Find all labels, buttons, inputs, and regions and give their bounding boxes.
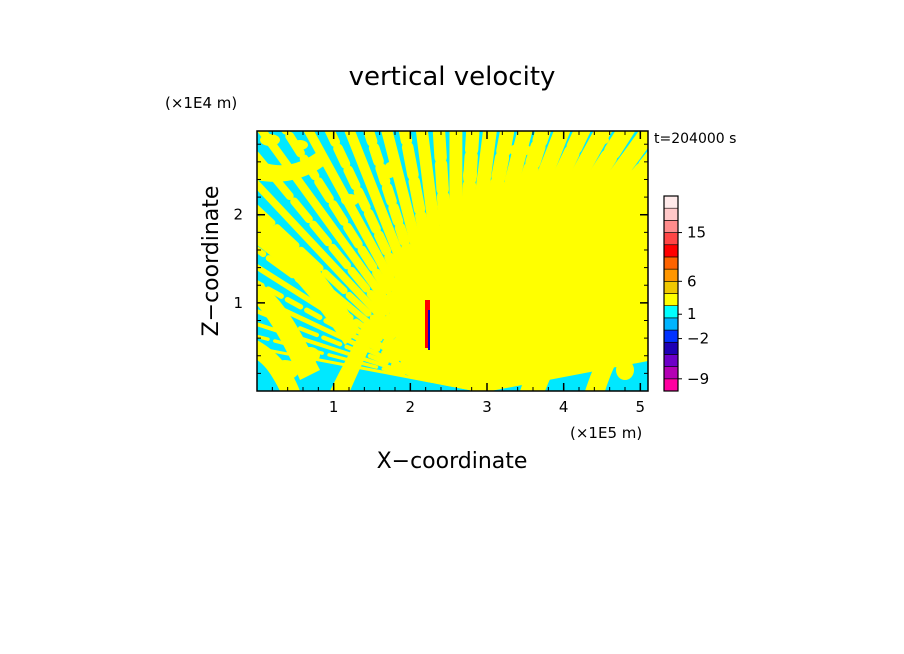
field-band [585, 285, 648, 391]
x-tick-label: 5 [636, 398, 646, 416]
chart-title: vertical velocity [349, 62, 556, 92]
strong-updraft-core [425, 300, 430, 348]
field-band [324, 131, 453, 386]
x-tick-label: 1 [329, 398, 339, 416]
field-band [257, 215, 360, 345]
y-unit-label: (×1E4 m) [165, 94, 237, 112]
y-tick-label: 2 [233, 206, 243, 224]
field-band [281, 131, 450, 386]
field-blob [384, 162, 396, 178]
x-tick-label: 4 [559, 398, 569, 416]
field-band [257, 150, 325, 182]
x-unit-label: (×1E5 m) [570, 424, 642, 442]
field-band [257, 245, 441, 385]
field-blob [260, 223, 276, 247]
field-blob [292, 140, 308, 150]
colorbar-tick-label: −9 [687, 370, 709, 388]
field-band [257, 294, 437, 384]
field-band [257, 150, 447, 385]
field-band [257, 334, 433, 383]
field-blob [552, 348, 568, 372]
x-tick-label: 3 [482, 398, 492, 416]
field-band [344, 131, 454, 387]
time-label: t=204000 s [654, 131, 736, 147]
x-tick-label: 2 [406, 398, 416, 416]
colorbar-segment [663, 281, 679, 294]
field-band [257, 279, 439, 384]
colorbar-tick-label: −2 [687, 330, 709, 348]
colorbar: 15 6 1 −2 −9 [663, 195, 709, 392]
field-band [570, 160, 648, 202]
field-band [330, 320, 378, 391]
colorbar-segment [663, 207, 679, 221]
field-band [257, 179, 446, 385]
field-band [257, 131, 449, 386]
field-band [520, 250, 630, 391]
y-tick-label: 1 [233, 294, 243, 312]
colorbar-segment [663, 341, 679, 355]
field-blob [508, 144, 532, 156]
field-blob [300, 347, 320, 363]
colorbar-segment [663, 268, 679, 282]
colorbar-tick-label: 1 [687, 305, 697, 323]
field-band [257, 346, 431, 383]
field-blob [593, 316, 607, 344]
colorbar-segment [663, 293, 679, 306]
colorbar-tick-label: 15 [687, 224, 706, 242]
field-band [257, 322, 434, 383]
field-band [257, 308, 436, 384]
colorbar-segment [663, 232, 679, 246]
axes: 1 2 3 4 5 1 2 [233, 131, 648, 416]
field-blob [620, 193, 640, 207]
field-blob [616, 360, 634, 380]
field-band [257, 263, 440, 384]
field-blob [463, 166, 477, 184]
colorbar-frame [663, 195, 679, 392]
colorbar-segment [663, 220, 679, 233]
x-axis-label: X−coordinate [377, 449, 528, 474]
field-blob [271, 360, 299, 380]
field-blob [260, 134, 280, 146]
colorbar-segment [663, 256, 679, 270]
strong-downdraft-core [428, 310, 430, 350]
field-band [470, 300, 532, 391]
colorbar-segment [663, 244, 679, 258]
plot-field [257, 131, 648, 391]
field-blob [530, 204, 550, 216]
y-axis-label: Z−coordinate [199, 186, 224, 337]
colorbar-tick-label: 6 [687, 272, 697, 290]
plot-frame [256, 130, 649, 392]
colorbar-segment [663, 366, 679, 380]
field-bands [257, 131, 648, 391]
field-blobs [260, 134, 640, 380]
colorbar-segment [663, 354, 679, 367]
colorbar-segment [663, 378, 679, 392]
colorbar-segment [663, 317, 679, 331]
field-blob [591, 135, 609, 145]
colorbar-segment [663, 195, 679, 209]
field-blob [341, 194, 359, 206]
colorbar-segment [663, 305, 679, 319]
field-blob [492, 255, 508, 265]
colorbar-segment [663, 329, 679, 343]
